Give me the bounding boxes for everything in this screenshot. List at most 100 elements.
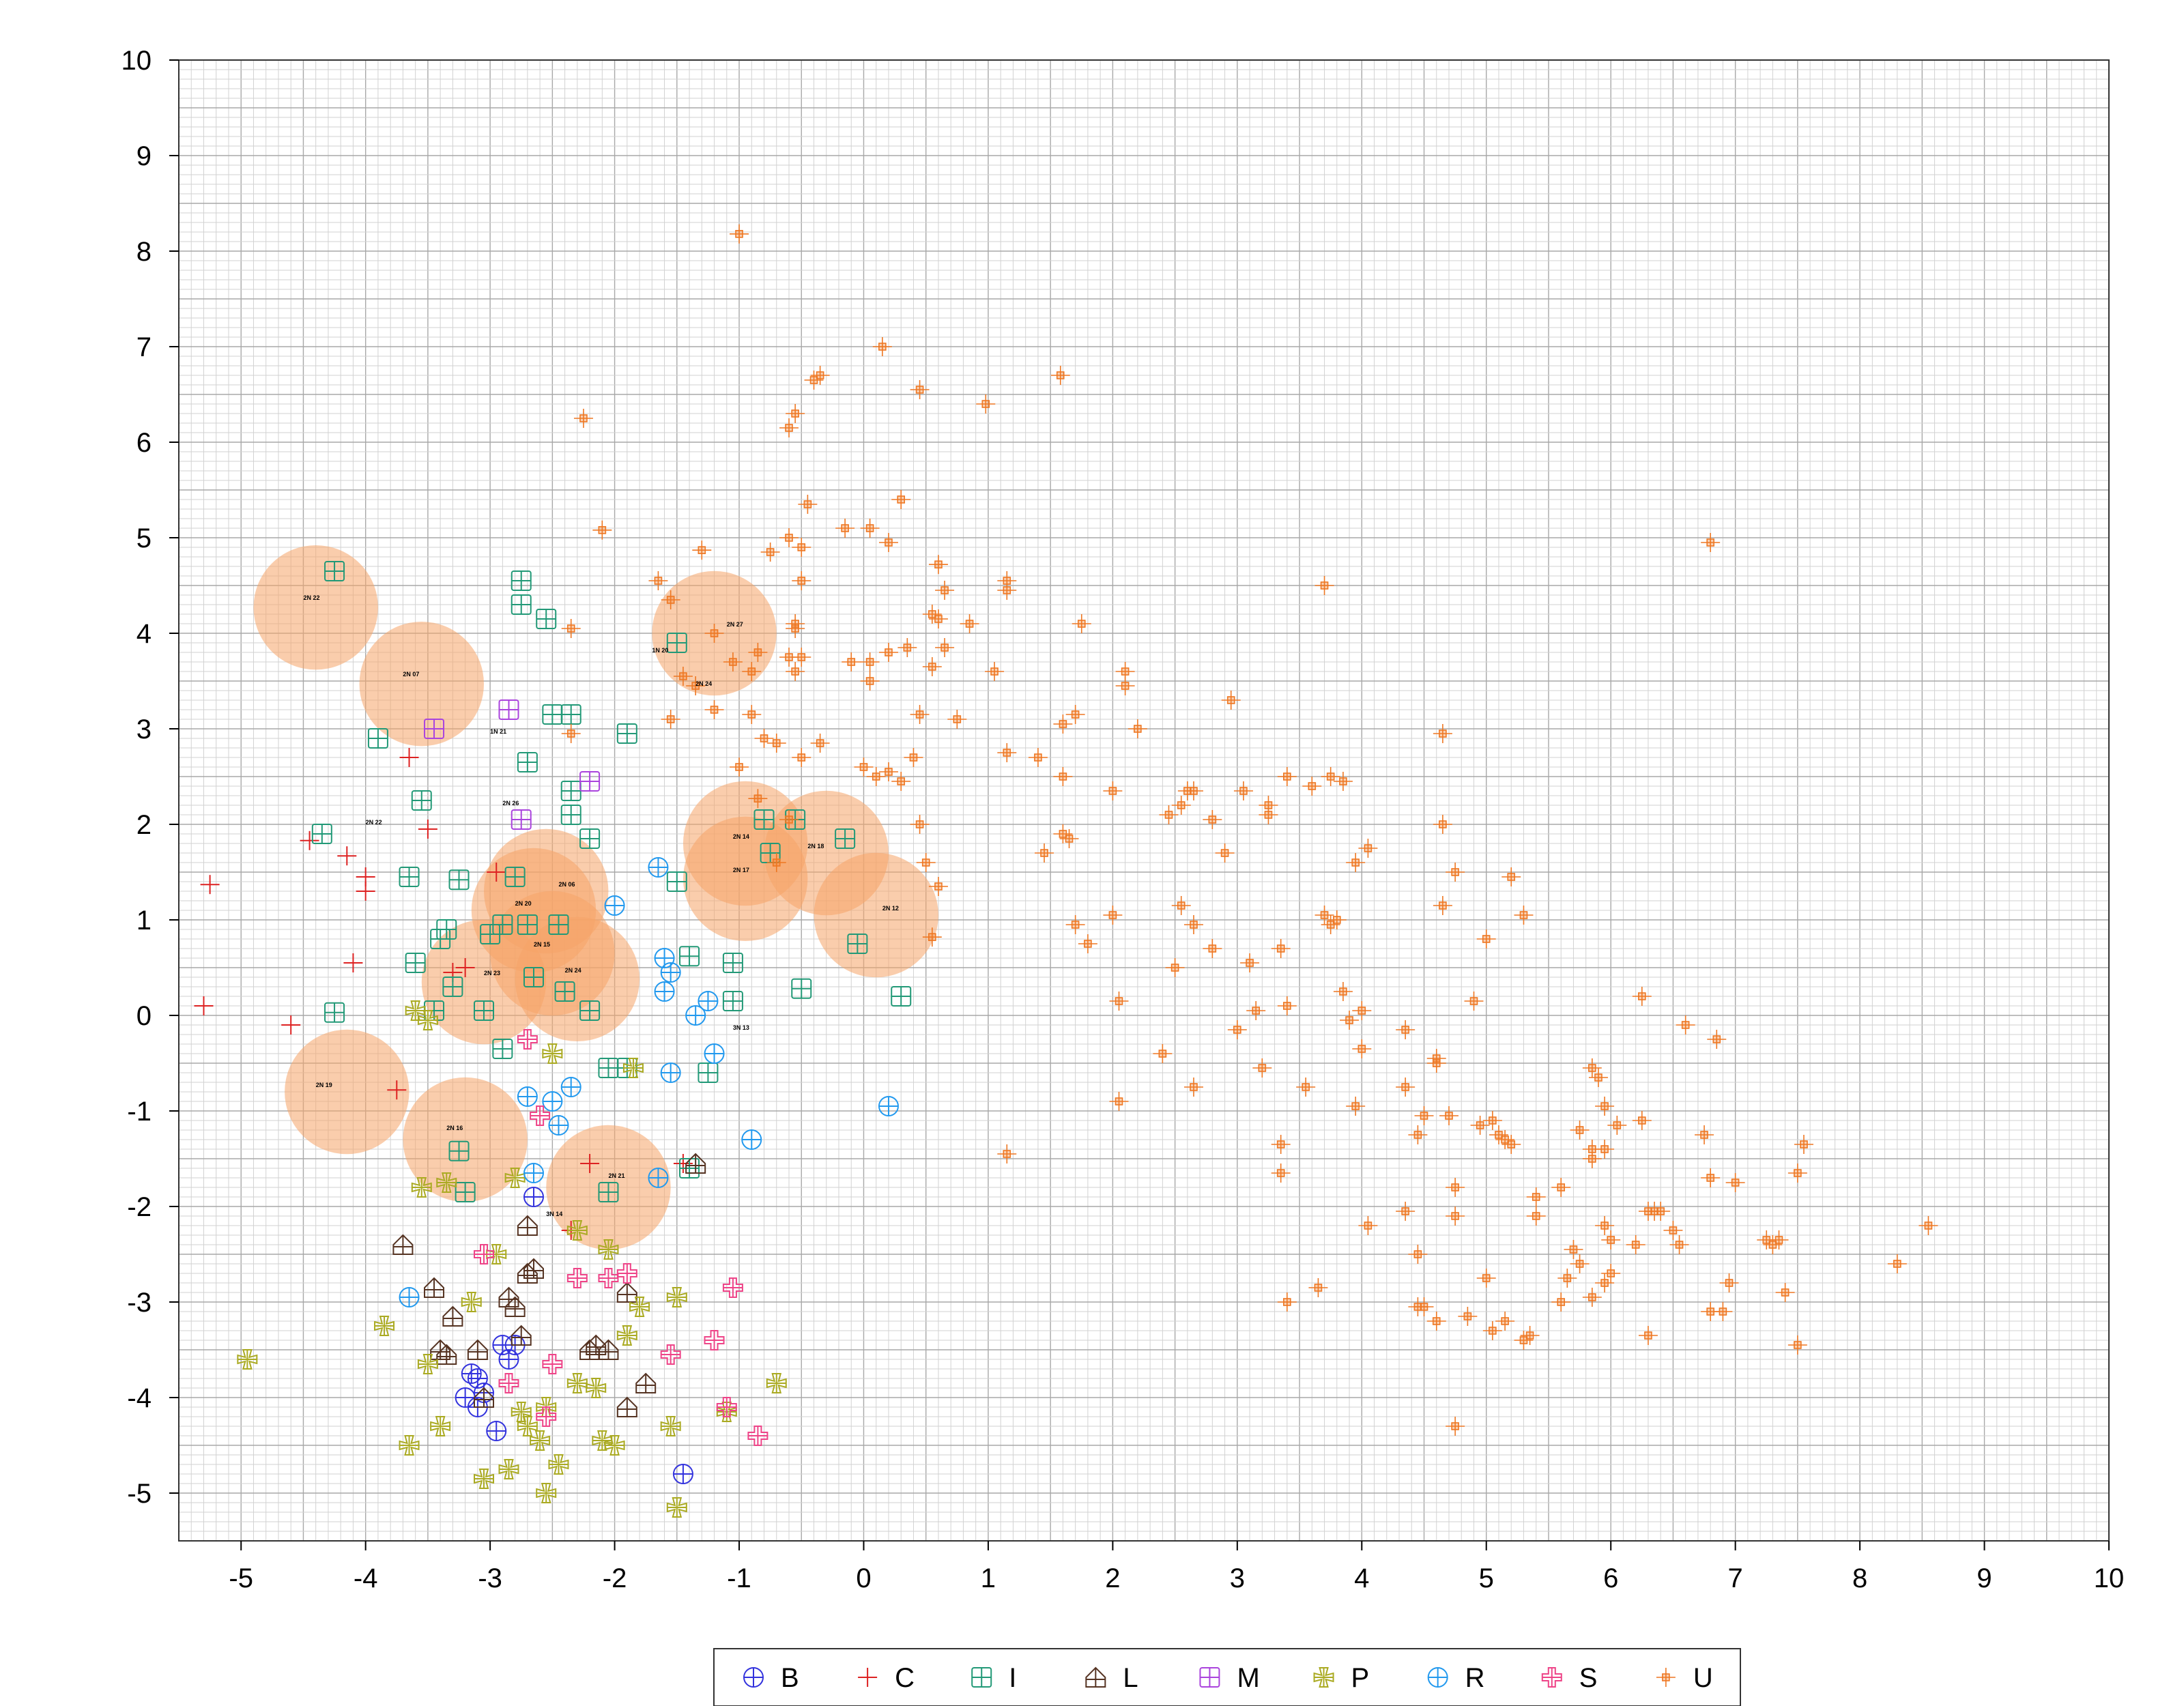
point-U bbox=[910, 380, 930, 399]
point-U bbox=[891, 772, 911, 791]
point-S bbox=[598, 1268, 619, 1288]
point-U bbox=[1446, 1417, 1465, 1436]
point-U bbox=[1078, 934, 1097, 953]
point-I bbox=[548, 914, 569, 935]
point-label: 2N 20 bbox=[515, 900, 532, 907]
point-P bbox=[622, 1058, 644, 1078]
point-label: 2N 16 bbox=[446, 1125, 463, 1131]
point-U bbox=[1302, 777, 1322, 796]
point-R bbox=[548, 1115, 569, 1136]
point-L bbox=[504, 1296, 526, 1317]
x-tick-label: -2 bbox=[603, 1563, 627, 1593]
point-U bbox=[748, 789, 768, 809]
point-U bbox=[1352, 1039, 1372, 1058]
point-U bbox=[860, 519, 880, 538]
point-U bbox=[692, 540, 712, 560]
x-tick-label: 5 bbox=[1479, 1563, 1494, 1593]
point-U bbox=[1651, 1202, 1671, 1221]
point-label: 2N 23 bbox=[484, 970, 500, 977]
point-I bbox=[324, 561, 345, 581]
series-R bbox=[399, 857, 899, 1307]
point-U bbox=[1215, 843, 1235, 863]
y-tick-label: 2 bbox=[136, 810, 152, 840]
point-P bbox=[542, 1043, 563, 1064]
legend-label-R: R bbox=[1465, 1663, 1485, 1693]
point-U bbox=[686, 676, 706, 695]
point-U bbox=[1526, 1187, 1546, 1206]
point-S bbox=[542, 1354, 563, 1374]
point-P bbox=[474, 1469, 495, 1489]
point-U bbox=[1464, 992, 1484, 1011]
point-U bbox=[1171, 896, 1191, 915]
point-U bbox=[1050, 366, 1070, 385]
point-I bbox=[511, 594, 532, 615]
point-U bbox=[1763, 1235, 1783, 1254]
point-U bbox=[1065, 705, 1085, 724]
point-U bbox=[1109, 992, 1129, 1011]
point-L bbox=[517, 1215, 538, 1236]
y-tick-label: 1 bbox=[136, 906, 152, 936]
point-I bbox=[835, 828, 856, 849]
point-U bbox=[673, 667, 693, 686]
point-U bbox=[1072, 614, 1091, 633]
point-label: 2N 22 bbox=[366, 819, 382, 826]
point-I bbox=[847, 934, 868, 954]
point-U bbox=[928, 555, 948, 575]
point-C bbox=[387, 1080, 407, 1100]
point-I bbox=[492, 914, 513, 935]
point-U bbox=[1775, 1283, 1795, 1302]
point-U bbox=[1408, 1245, 1428, 1264]
x-tick-label: -5 bbox=[229, 1563, 253, 1593]
legend-label-B: B bbox=[781, 1663, 799, 1693]
point-I bbox=[722, 953, 743, 973]
point-U bbox=[1582, 1149, 1602, 1168]
point-U bbox=[1308, 1278, 1328, 1297]
point-P bbox=[498, 1459, 519, 1479]
point-U bbox=[916, 853, 936, 872]
point-I bbox=[517, 914, 538, 935]
point-B bbox=[455, 1387, 476, 1408]
point-I bbox=[791, 978, 812, 999]
point-U bbox=[1352, 1001, 1372, 1020]
point-C bbox=[356, 882, 375, 901]
legend-marker-U bbox=[1656, 1668, 1676, 1687]
point-U bbox=[1446, 863, 1465, 882]
series-I bbox=[311, 561, 912, 1202]
point-U bbox=[1358, 839, 1378, 858]
point-U bbox=[1476, 929, 1496, 949]
x-tick-label: 3 bbox=[1230, 1563, 1245, 1593]
point-label: 2N 15 bbox=[534, 941, 550, 948]
point-label: 2N 14 bbox=[733, 833, 749, 840]
point-B bbox=[461, 1363, 482, 1384]
legend-label-S: S bbox=[1579, 1663, 1598, 1693]
point-U bbox=[1271, 1163, 1291, 1183]
point-U bbox=[1396, 1078, 1416, 1097]
point-U bbox=[935, 638, 955, 657]
point-U bbox=[786, 404, 805, 423]
data-points bbox=[194, 224, 1938, 1518]
point-S bbox=[474, 1244, 495, 1264]
point-U bbox=[810, 734, 830, 753]
y-tick-label: -1 bbox=[127, 1097, 152, 1127]
point-U bbox=[648, 571, 668, 590]
point-L bbox=[616, 1282, 637, 1303]
point-U bbox=[1439, 1106, 1459, 1125]
y-tick-label: 9 bbox=[136, 141, 152, 171]
point-I bbox=[523, 967, 544, 987]
point-U bbox=[1570, 1254, 1590, 1273]
point-U bbox=[1695, 1125, 1714, 1144]
point-R bbox=[648, 1168, 669, 1188]
point-U bbox=[947, 710, 967, 729]
point-P bbox=[604, 1435, 625, 1456]
y-tick-label: -2 bbox=[127, 1192, 152, 1222]
plot-frame bbox=[178, 59, 2110, 1542]
y-tick-label: 7 bbox=[136, 332, 152, 362]
point-U bbox=[1183, 781, 1203, 800]
point-U bbox=[1669, 1235, 1689, 1254]
x-tick-label: 1 bbox=[981, 1563, 996, 1593]
point-C bbox=[300, 830, 319, 850]
point-U bbox=[779, 418, 799, 437]
point-L bbox=[424, 1277, 445, 1298]
point-label: 1N 21 bbox=[490, 728, 506, 735]
